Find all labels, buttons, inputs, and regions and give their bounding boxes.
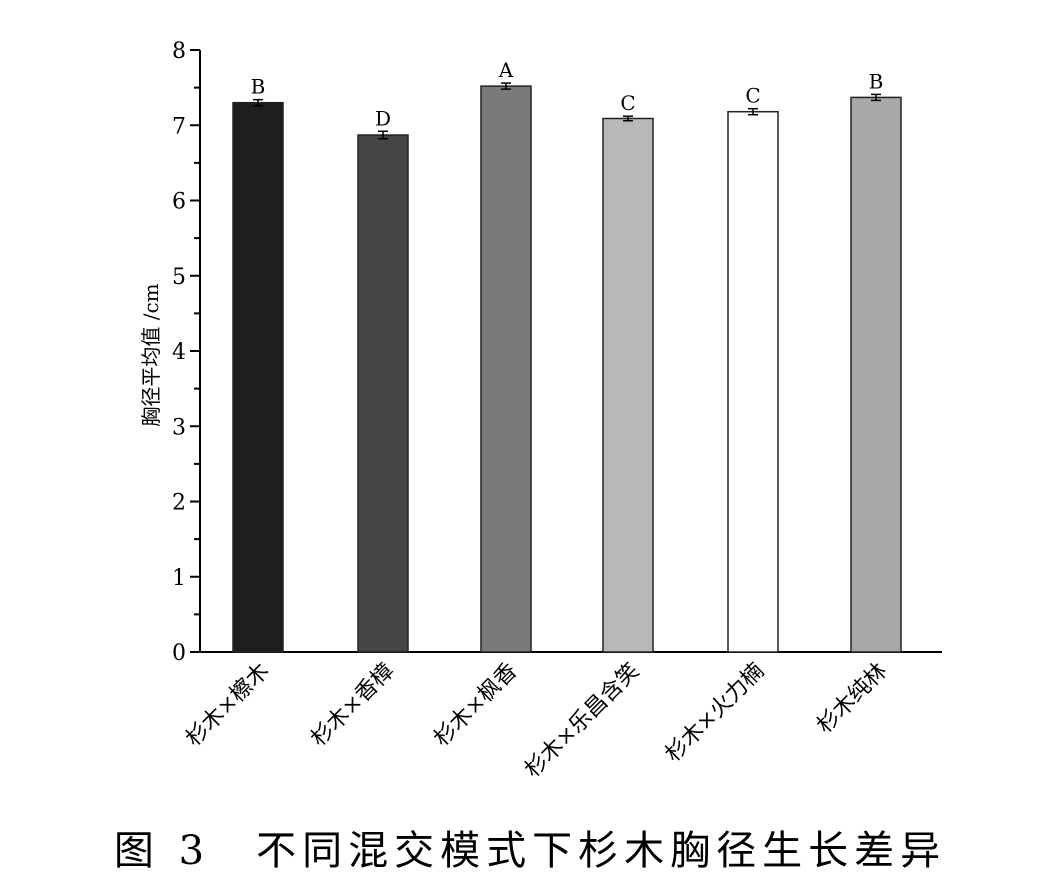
significance-letter: B bbox=[251, 75, 266, 99]
bar bbox=[357, 134, 409, 653]
bar bbox=[602, 117, 654, 653]
y-tick-label: 4 bbox=[172, 340, 186, 365]
x-tick-label: 杉木×香樟 bbox=[306, 659, 399, 752]
bar bbox=[727, 110, 779, 653]
y-tick-label: 1 bbox=[172, 566, 186, 591]
x-tick-label: 杉木×枫香 bbox=[429, 659, 522, 752]
y-tick-label: 8 bbox=[172, 39, 186, 64]
significance-letter: C bbox=[620, 91, 635, 115]
significance-letter: C bbox=[745, 84, 760, 108]
y-tick-label: 2 bbox=[172, 491, 186, 516]
significance-letter: B bbox=[869, 69, 884, 93]
y-tick-label: 6 bbox=[172, 190, 186, 215]
x-tick-label: 杉木×乐昌含笑 bbox=[520, 659, 644, 783]
y-tick-label: 0 bbox=[172, 641, 186, 666]
significance-letter: D bbox=[375, 106, 391, 130]
bar bbox=[232, 101, 284, 653]
x-tick-label: 杉木纯林 bbox=[812, 659, 892, 739]
y-tick-label: 3 bbox=[172, 415, 186, 440]
x-tick-label: 杉木×火力楠 bbox=[661, 659, 769, 767]
y-tick-label: 5 bbox=[172, 265, 186, 290]
y-axis-ticks: 0 1 2 3 4 5 6 7 8 bbox=[172, 39, 200, 666]
significance-letter: A bbox=[498, 58, 514, 82]
y-axis-label: 胸径平均值 /cm bbox=[139, 283, 163, 426]
x-tick-label: 杉木×檫木 bbox=[181, 659, 274, 752]
y-tick-label: 7 bbox=[172, 114, 186, 139]
bar-series: B D A C C B bbox=[232, 58, 902, 653]
bar bbox=[850, 96, 902, 653]
figure-caption: 图 3 不同混交模式下杉木胸径生长差异 bbox=[113, 828, 947, 874]
bar bbox=[480, 85, 532, 653]
